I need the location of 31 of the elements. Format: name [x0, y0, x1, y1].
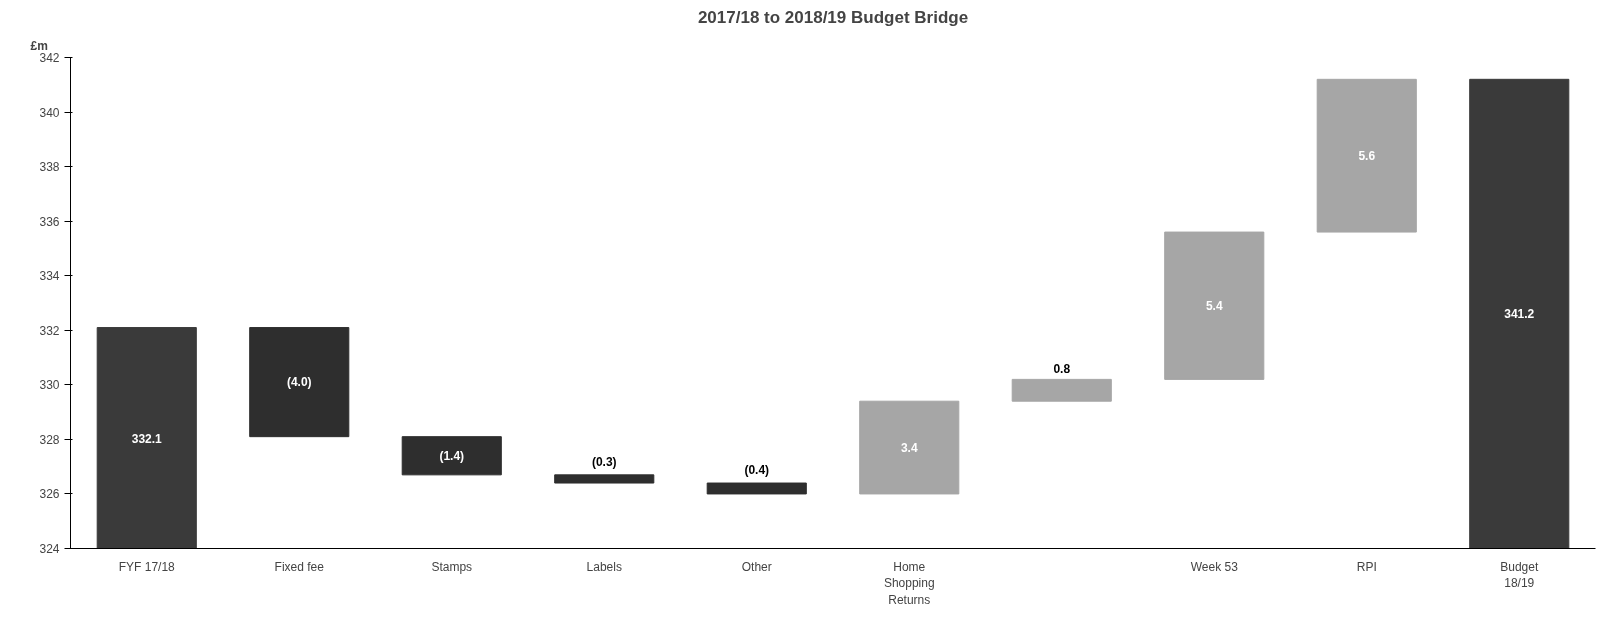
data-label: (4.0) [286, 375, 312, 390]
y-tick-label: 340 [39, 105, 60, 120]
x-tick-label: RPI [1356, 559, 1377, 574]
chart-title: 2017/18 to 2018/19 Budget Bridge [697, 7, 969, 27]
x-tick-label: Fixed fee [274, 559, 325, 574]
data-label: (1.4) [439, 448, 465, 463]
y-tick-label: 332 [39, 323, 60, 338]
y-tick-label: 326 [39, 487, 60, 502]
y-axis-title: £m [30, 38, 48, 53]
y-tick-label: 338 [39, 160, 60, 175]
data-label: 332.1 [131, 431, 163, 446]
x-tick-label: Home Shopping Returns [883, 559, 935, 608]
y-tick-label: 334 [39, 269, 60, 284]
data-label: 0.8 [1053, 362, 1071, 377]
y-tick-label: 330 [39, 378, 60, 393]
data-label: (0.4) [744, 463, 770, 478]
data-label: 341.2 [1504, 307, 1535, 322]
x-tick-label: Stamps [431, 559, 473, 574]
x-tick-label: FYF 17/18 [118, 559, 176, 574]
x-tick-label: Labels [586, 559, 622, 574]
x-tick-label: Week 53 [1190, 559, 1239, 574]
y-tick-label: 328 [39, 432, 60, 447]
x-tick-label: Budget 18/19 [1500, 559, 1539, 591]
data-label: 3.4 [900, 441, 918, 456]
data-label: (0.3) [591, 454, 617, 469]
data-label: 5.4 [1205, 299, 1223, 314]
y-tick-label: 324 [39, 542, 60, 556]
x-tick-label: Other [741, 559, 772, 574]
data-label: 5.6 [1358, 149, 1376, 164]
y-tick-label: 342 [39, 51, 60, 65]
y-tick-label: 336 [39, 214, 60, 229]
